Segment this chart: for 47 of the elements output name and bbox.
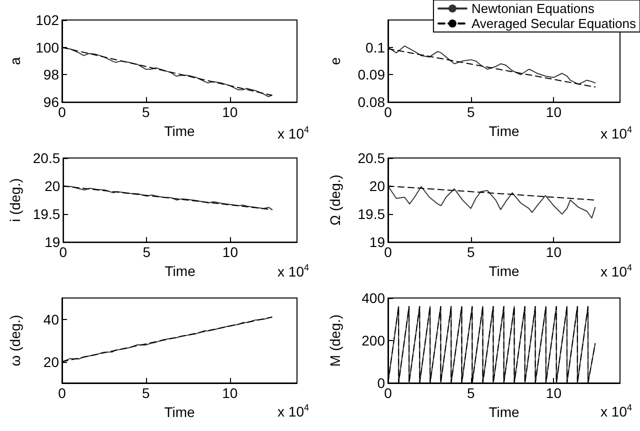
y-tick-label: 19	[369, 234, 386, 250]
y-tick-label: 20.5	[32, 150, 60, 166]
y-axis-title: M (deg.)	[327, 314, 343, 367]
x-axis-title: Time	[488, 123, 520, 139]
x-tick-label: 5	[466, 104, 475, 120]
x-tick-label: 10	[222, 104, 238, 120]
x-tick-label: 10	[546, 385, 562, 401]
legend-label: Newtonian Equations	[471, 1, 595, 16]
y-tick-label: 19.5	[358, 206, 386, 222]
x-axis-title: Time	[488, 263, 520, 279]
legend-label: Averaged Secular Equations	[471, 16, 636, 31]
line-series	[388, 186, 596, 218]
x-axis-title: Time	[488, 404, 520, 420]
y-tick-label: 200	[362, 332, 386, 348]
y-tick-label: 19.5	[32, 206, 60, 222]
x-tick-label: 5	[142, 244, 151, 260]
y-tick-label: 98	[43, 66, 60, 83]
y-axis-title: a	[7, 56, 23, 65]
x-axis-title: Time	[164, 404, 196, 420]
x-tick-label: 5	[466, 385, 475, 401]
y-tick-label: 19	[44, 234, 60, 250]
y-axis-title: ω (deg.)	[7, 314, 23, 366]
y-tick-label: 400	[362, 290, 386, 306]
x-axis-title: Time	[164, 123, 196, 139]
x-tick-label: 10	[546, 244, 562, 260]
y-tick-label: 96	[43, 94, 60, 110]
x-axis-title: Time	[164, 263, 196, 279]
y-tick-label: 20	[44, 178, 60, 194]
y-tick-label: 0.1	[366, 39, 386, 56]
x-tick-label: 10	[222, 244, 238, 260]
x-tick-label: 10	[222, 385, 238, 401]
y-tick-label: 0	[377, 375, 386, 391]
y-tick-label: 0.08	[358, 94, 386, 110]
x-tick-label: 5	[142, 104, 150, 120]
y-tick-label: 20.5	[358, 150, 386, 166]
y-axis-title: i (deg.)	[7, 178, 23, 222]
y-axis-title: Ω (deg.)	[327, 174, 343, 226]
y-tick-label: 40	[43, 311, 60, 328]
y-tick-label: 102	[36, 12, 60, 28]
y-tick-label: 20	[43, 354, 60, 370]
x-tick-label: 5	[142, 385, 150, 401]
x-tick-label: 10	[546, 104, 562, 120]
x-tick-label: 5	[466, 244, 475, 260]
y-axis-title: e	[327, 56, 343, 65]
y-tick-label: 100	[36, 39, 60, 56]
y-tick-label: 0.09	[358, 66, 386, 83]
y-tick-label: 20	[369, 178, 386, 194]
